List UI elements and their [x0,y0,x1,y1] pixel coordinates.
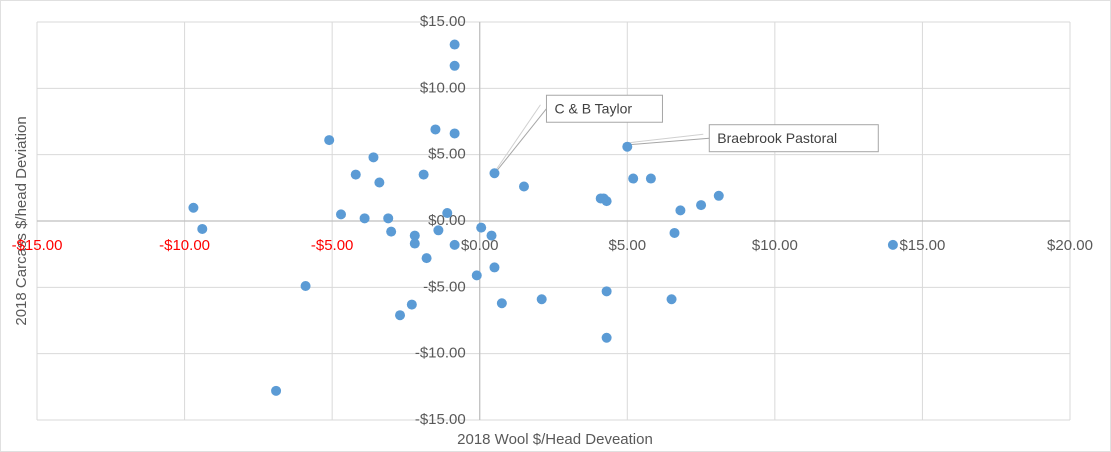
y-tick-label: -$15.00 [415,411,466,428]
point [601,332,612,343]
point [645,173,656,184]
point [433,225,444,236]
point [188,202,199,213]
annotation-text: C & B Taylor [554,100,632,116]
y-tick-label: $10.00 [420,79,466,96]
point [359,213,370,224]
point [324,135,335,146]
point [489,262,500,273]
y-tick-label: -$5.00 [423,278,466,295]
x-tick-label: -$5.00 [311,237,354,254]
point [395,310,406,321]
x-tick-label: $15.00 [899,237,945,254]
y-axis-title: 2018 Carcass $/head Deviation [13,116,30,325]
point [386,226,397,237]
point [271,385,282,396]
point [471,270,482,281]
annotation-box [708,124,879,153]
x-tick-label: $20.00 [1047,237,1093,254]
point [442,208,453,219]
point [409,238,420,249]
point [449,60,460,71]
point [449,239,460,250]
point [696,200,707,211]
point [486,230,497,241]
point [489,168,500,179]
point [476,222,487,233]
point [418,169,429,180]
annotation-leader [496,104,541,170]
point [622,141,633,152]
point [713,190,724,201]
point [628,173,639,184]
point [300,281,311,292]
point [197,223,208,234]
point [675,205,686,216]
x-tick-label: -$15.00 [12,237,63,254]
annotation-box [545,94,663,123]
point [601,196,612,207]
point [449,39,460,50]
annotation-leader [629,137,710,146]
x-tick-label: $0.00 [461,237,499,254]
point [406,299,417,310]
point [449,128,460,139]
point [430,124,441,135]
y-tick-label: $0.00 [428,212,466,229]
point [383,213,394,224]
y-tick-label: -$10.00 [415,345,466,362]
point [601,286,612,297]
point [887,239,898,250]
point [496,298,507,309]
point [518,181,529,192]
x-tick-label: $5.00 [609,237,647,254]
point [421,253,432,264]
point [666,294,677,305]
annotation-leader [496,108,547,172]
point [536,294,547,305]
point [374,177,385,188]
annotation-text: Braebrook Pastoral [717,130,837,146]
annotation-leader [629,133,704,144]
y-tick-label: $15.00 [420,13,466,30]
x-tick-label: -$10.00 [159,237,210,254]
x-axis-title: 2018 Wool $/Head Deveation [457,431,653,448]
point [350,169,361,180]
y-tick-label: $5.00 [428,146,466,163]
x-tick-label: $10.00 [752,237,798,254]
point [335,209,346,220]
point [669,227,680,238]
point [409,230,420,241]
point [368,152,379,163]
